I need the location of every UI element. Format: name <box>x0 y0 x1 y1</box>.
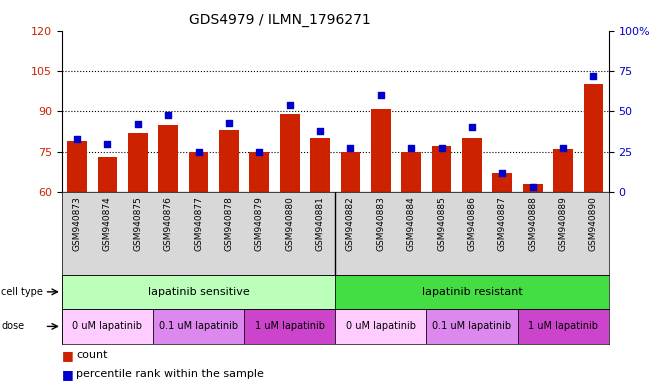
Text: 0 uM lapatinib: 0 uM lapatinib <box>346 321 416 331</box>
Bar <box>426 309 518 344</box>
Text: GSM940887: GSM940887 <box>498 196 507 251</box>
Bar <box>523 184 542 192</box>
Bar <box>553 149 573 192</box>
Point <box>527 184 538 190</box>
Text: 0 uM lapatinib: 0 uM lapatinib <box>72 321 143 331</box>
Bar <box>280 114 299 192</box>
Text: GSM940873: GSM940873 <box>72 196 81 251</box>
Bar <box>98 157 117 192</box>
Text: GSM940884: GSM940884 <box>407 196 416 251</box>
Text: cell type: cell type <box>1 287 43 297</box>
Text: GSM940876: GSM940876 <box>163 196 173 251</box>
Text: GSM940886: GSM940886 <box>467 196 477 251</box>
Text: GSM940888: GSM940888 <box>528 196 537 251</box>
Text: GSM940878: GSM940878 <box>225 196 234 251</box>
Text: 1 uM lapatinib: 1 uM lapatinib <box>255 321 325 331</box>
Text: 0.1 uM lapatinib: 0.1 uM lapatinib <box>432 321 512 331</box>
Text: count: count <box>76 350 107 360</box>
Text: ■: ■ <box>62 368 74 381</box>
Point <box>436 146 447 152</box>
Bar <box>340 152 361 192</box>
Text: GSM940881: GSM940881 <box>316 196 325 251</box>
Text: dose: dose <box>1 321 25 331</box>
Point <box>315 127 326 134</box>
Text: 0.1 uM lapatinib: 0.1 uM lapatinib <box>159 321 238 331</box>
Point <box>72 136 82 142</box>
Bar <box>219 130 239 192</box>
Bar <box>462 138 482 192</box>
Bar <box>335 309 426 344</box>
Bar <box>371 109 391 192</box>
Point <box>254 149 264 155</box>
Text: GSM940875: GSM940875 <box>133 196 143 251</box>
Bar <box>189 152 208 192</box>
Bar <box>62 275 335 309</box>
Bar <box>492 173 512 192</box>
Text: lapatinib sensitive: lapatinib sensitive <box>148 287 249 297</box>
Bar <box>432 146 452 192</box>
Point <box>558 146 568 152</box>
Point <box>376 92 386 98</box>
Text: 1 uM lapatinib: 1 uM lapatinib <box>528 321 598 331</box>
Bar <box>128 133 148 192</box>
Point <box>345 146 355 152</box>
Text: GSM940879: GSM940879 <box>255 196 264 251</box>
Text: GSM940883: GSM940883 <box>376 196 385 251</box>
Bar <box>244 309 335 344</box>
Text: GSM940877: GSM940877 <box>194 196 203 251</box>
Bar <box>518 309 609 344</box>
Point <box>193 149 204 155</box>
Point <box>133 121 143 127</box>
Text: GSM940885: GSM940885 <box>437 196 446 251</box>
Bar <box>158 125 178 192</box>
Point <box>589 73 599 79</box>
Bar <box>311 138 330 192</box>
Bar <box>67 141 87 192</box>
Point <box>497 170 508 176</box>
Bar <box>62 309 153 344</box>
Point <box>224 119 234 126</box>
Text: GSM940874: GSM940874 <box>103 196 112 251</box>
Text: ■: ■ <box>62 349 74 362</box>
Text: percentile rank within the sample: percentile rank within the sample <box>76 369 264 379</box>
Text: GSM940882: GSM940882 <box>346 196 355 251</box>
Point <box>284 102 295 108</box>
Text: GSM940889: GSM940889 <box>559 196 568 251</box>
Bar <box>583 84 603 192</box>
Text: GDS4979 / ILMN_1796271: GDS4979 / ILMN_1796271 <box>189 13 371 27</box>
Bar <box>335 275 609 309</box>
Bar <box>401 152 421 192</box>
Bar <box>249 152 270 192</box>
Text: GSM940890: GSM940890 <box>589 196 598 251</box>
Text: lapatinib resistant: lapatinib resistant <box>422 287 522 297</box>
Point <box>406 146 417 152</box>
Point <box>102 141 113 147</box>
Text: GSM940880: GSM940880 <box>285 196 294 251</box>
Point <box>163 111 173 118</box>
Point <box>467 124 477 131</box>
Bar <box>153 309 244 344</box>
